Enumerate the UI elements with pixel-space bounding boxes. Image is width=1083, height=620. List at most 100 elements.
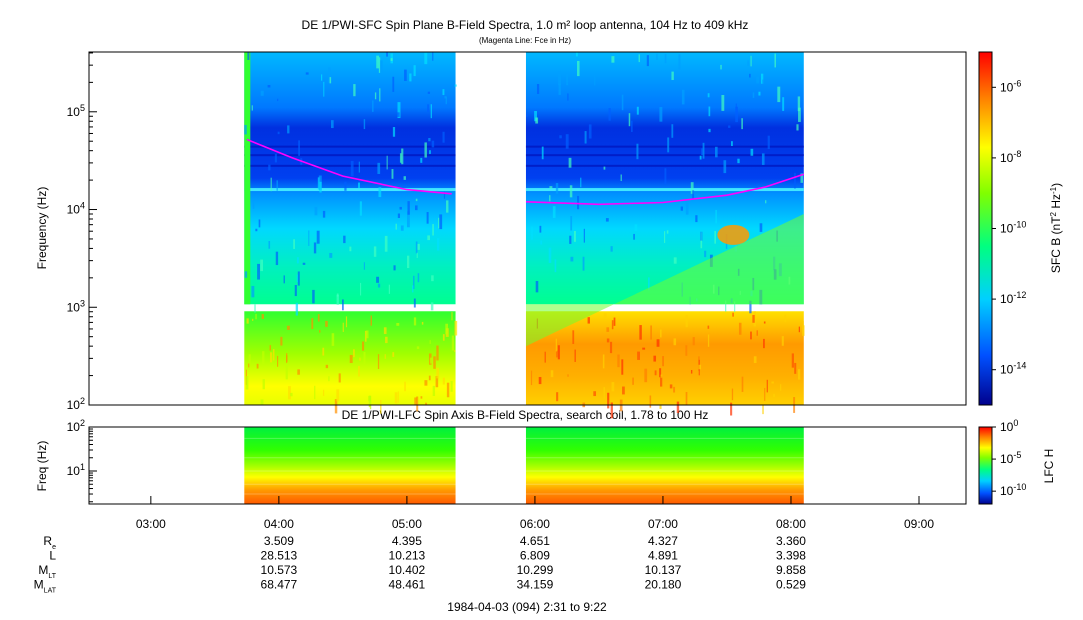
sfc-texture-mark — [587, 317, 590, 324]
sfc-texture-mark — [656, 53, 658, 60]
sfc-texture-mark — [611, 382, 615, 392]
sfc-texture-mark — [358, 365, 360, 377]
sfc-texture-mark — [573, 231, 576, 242]
sfc-texture-mark — [345, 316, 348, 328]
lfc-colorbar-tick-label: 10-10 — [1000, 482, 1026, 498]
sfc-colorbar-ticks: 10-6 10-8 10-10 10-12 10-14 — [992, 78, 1026, 377]
sfc-texture-mark — [276, 180, 278, 191]
sfc-texture-mark — [664, 231, 666, 243]
sfc-texture-mark — [662, 356, 664, 367]
sfc-texture-mark — [286, 353, 288, 364]
sfc-texture-mark — [570, 256, 574, 262]
sfc-texture-mark — [269, 345, 272, 351]
sfc-texture-mark — [721, 94, 725, 111]
lfc-colorbar-scale — [978, 426, 993, 505]
sfc-texture-mark — [436, 238, 440, 251]
sfc-texture-mark — [628, 113, 631, 127]
sfc-texture-mark — [413, 298, 416, 308]
sfc-band-line — [525, 145, 804, 148]
sfc-texture-mark — [283, 275, 285, 284]
sfc-texture-mark — [454, 84, 457, 87]
sfc-texture-mark — [730, 141, 733, 147]
sfc-texture-mark — [255, 228, 258, 232]
sfc-colorbar-scale — [978, 51, 993, 406]
sfc-texture-mark — [715, 146, 718, 158]
sfc-texture-mark — [432, 224, 434, 236]
ephemeris-value: 4.395 — [392, 534, 422, 548]
sfc-texture-mark — [329, 252, 333, 258]
sfc-texture-mark — [535, 280, 539, 293]
sfc-texture-mark — [756, 330, 758, 336]
sfc-texture-mark — [633, 233, 635, 240]
sfc-texture-mark — [603, 166, 606, 170]
sfc-texture-mark — [363, 119, 366, 130]
fce-line — [246, 138, 805, 206]
sfc-texture-mark — [622, 386, 625, 395]
sfc-texture-mark — [621, 359, 624, 375]
time-tick-label: 05:00 — [392, 517, 422, 531]
sfc-texture-mark — [392, 76, 395, 92]
sfc-texture-mark — [666, 230, 669, 234]
sfc-texture-mark — [673, 338, 677, 346]
sfc-texture-mark — [377, 354, 380, 370]
sfc-texture-mark — [341, 299, 344, 311]
sfc-texture-mark — [584, 131, 587, 144]
sfc-texture-mark — [605, 218, 609, 222]
lfc-y-tick-label: 102 — [67, 418, 85, 434]
sfc-band-line — [525, 164, 804, 167]
sfc-texture-mark — [368, 396, 371, 402]
sfc-texture-mark — [331, 333, 335, 346]
fce-line-segment-2 — [525, 173, 805, 206]
sfc-colorbar-tick-label: 10-12 — [1000, 290, 1026, 306]
sfc-texture-mark — [741, 118, 743, 130]
sfc-texture-mark — [594, 75, 596, 86]
sfc-texture-mark — [802, 325, 805, 336]
sfc-texture-mark — [797, 369, 801, 380]
sfc-texture-mark — [730, 402, 733, 416]
sfc-texture-mark — [338, 373, 341, 383]
sfc-texture-mark — [246, 318, 249, 324]
sfc-texture-mark — [572, 330, 575, 344]
sfc-texture-mark — [634, 224, 638, 231]
sfc-texture-mark — [357, 182, 360, 188]
sfc-texture-mark — [442, 89, 445, 96]
sfc-texture-mark — [639, 325, 642, 340]
sfc-texture-mark — [603, 313, 607, 318]
sfc-texture-mark — [297, 271, 300, 286]
sfc-texture-mark — [248, 354, 251, 366]
ephemeris-value: 34.159 — [517, 578, 554, 592]
sfc-texture-mark — [714, 231, 716, 244]
sfc-interference-line — [525, 188, 804, 192]
sfc-texture-mark — [659, 107, 663, 122]
sfc-texture-mark — [427, 235, 431, 241]
sfc-colorbar: 10-6 10-8 10-10 10-12 10-14 SFC B (nT2 Hz-1) — [978, 51, 1063, 406]
sfc-texture-mark — [260, 399, 264, 406]
sfc-texture-mark — [767, 135, 770, 150]
sfc-texture-mark — [407, 201, 410, 215]
sfc-texture-mark — [654, 370, 657, 376]
sfc-texture-mark — [667, 137, 670, 153]
sfc-texture-mark — [424, 142, 427, 158]
lfc-y-axis: 101 102 — [67, 418, 97, 503]
sfc-low-band-2 — [525, 311, 804, 405]
sfc-texture-mark — [690, 182, 694, 194]
sfc-texture-mark — [376, 276, 380, 283]
sfc-texture-mark — [446, 200, 449, 213]
sfc-texture-mark — [396, 323, 400, 326]
sfc-texture-mark — [763, 338, 765, 349]
sfc-texture-mark — [638, 54, 640, 63]
sfc-texture-mark — [715, 209, 717, 224]
sfc-texture-mark — [378, 57, 381, 73]
sfc-texture-mark — [653, 355, 657, 362]
sfc-texture-mark — [359, 357, 361, 361]
sfc-texture-mark — [252, 200, 255, 209]
sfc-texture-mark — [384, 235, 388, 252]
sfc-texture-mark — [611, 320, 614, 330]
sfc-texture-mark — [538, 376, 542, 385]
ephemeris-value: 68.477 — [261, 578, 298, 592]
sfc-texture-mark — [451, 335, 455, 351]
sfc-texture-mark — [565, 134, 569, 149]
sfc-texture-mark — [610, 246, 613, 252]
sfc-texture-mark — [424, 380, 428, 386]
